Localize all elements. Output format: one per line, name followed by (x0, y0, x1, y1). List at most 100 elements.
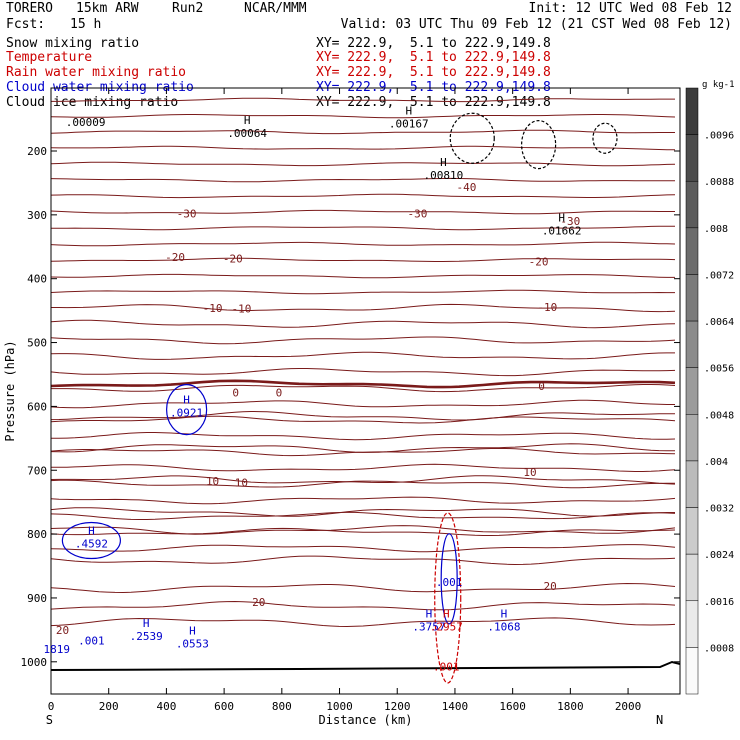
run-name: Run2 (172, 1, 204, 16)
temperature-label: -40 (457, 181, 477, 194)
colorbar-label: .0088 (704, 177, 734, 188)
legend-xy-temperature: XY= 222.9, 5.1 to 222.9,149.8 (316, 50, 551, 65)
isotherm-line (50, 161, 676, 167)
isotherm-line (50, 511, 676, 520)
colorbar-cell (685, 367, 699, 415)
isotherm-line (50, 241, 676, 247)
temperature-label: -20 (165, 251, 185, 264)
colorbar-label: .0064 (704, 317, 734, 328)
y-tick-label: 800 (27, 528, 47, 541)
snow-max-value: .00810 (424, 169, 464, 182)
organization: NCAR/MMM (244, 1, 307, 16)
snow-contour (521, 120, 557, 170)
legend-field-snow: Snow mixing ratio (6, 36, 140, 51)
colorbar-cell (685, 647, 699, 695)
isotherm-line (50, 527, 676, 536)
cloud-water-contour (166, 383, 208, 436)
temperature-label: 0 (538, 380, 545, 393)
snow-max-value: .01662 (542, 225, 582, 238)
model-resolution: 15km ARW (76, 1, 139, 16)
colorbar-cell (685, 553, 699, 602)
isotherm-line (50, 289, 675, 295)
colorbar-label: .0032 (704, 504, 734, 515)
ground-line (50, 660, 681, 671)
temperature-label: -30 (560, 215, 580, 228)
x-tick-label: 1000 (326, 700, 353, 713)
colorbar-label: .0024 (704, 550, 734, 561)
colorbar-label: .008 (704, 224, 728, 235)
valid-time: Valid: 03 UTC Thu 09 Feb 12 (21 CST Wed … (340, 17, 732, 32)
rain-water-contour (434, 512, 462, 684)
isotherm-line (50, 600, 676, 611)
snow-max-value: .00064 (227, 127, 267, 140)
isotherm-line (50, 368, 676, 377)
legend-xy-snow: XY= 222.9, 5.1 to 222.9,149.8 (316, 36, 551, 51)
cloud-water-max-marker: H (501, 607, 508, 620)
rain-water-max-value: .2957 (430, 620, 463, 633)
cloud-water-max-marker: H (426, 607, 433, 620)
isotherm-line (50, 177, 676, 183)
x-axis-title: Distance (km) (319, 713, 413, 727)
cloud-water-max-value: .0921 (170, 407, 203, 420)
y-tick-label: 300 (27, 209, 47, 222)
plot-frame (50, 87, 681, 695)
cloud-water-max-value: .3757 (412, 620, 445, 633)
colorbar-label: .0048 (704, 410, 734, 421)
x-tick-label: 800 (272, 700, 292, 713)
colorbar-label: .0096 (704, 131, 734, 142)
temperature-label: -20 (529, 255, 549, 268)
rain-water-max-value: .001 (433, 661, 460, 674)
isotherm-line (51, 463, 676, 472)
colorbar-cell (685, 134, 699, 182)
isotherm-line (50, 410, 676, 421)
colorbar-label: .0008 (704, 643, 734, 654)
snow-max-value: .00167 (389, 117, 429, 130)
model-name: TORERO (6, 1, 53, 16)
cloud-water-max-value: .1068 (487, 620, 520, 633)
colorbar-label: .0016 (704, 597, 734, 608)
colorbar-cell (685, 507, 699, 555)
south-end-label: S (46, 713, 53, 727)
isotherm-line (51, 432, 676, 441)
temperature-label: -20 (223, 252, 243, 265)
x-tick-label: 1800 (557, 700, 584, 713)
snow-contour (592, 122, 618, 154)
isotherm-line (50, 129, 675, 135)
snow-max-marker: H (405, 104, 412, 117)
isotherm-line (50, 193, 676, 199)
y-tick-label: 900 (27, 592, 47, 605)
cloud-water-max-marker: H (88, 524, 95, 537)
y-tick-label: 700 (27, 464, 47, 477)
rain-water-max-marker: H (443, 607, 450, 620)
y-tick-label: 1000 (21, 656, 48, 669)
cloud-water-max-marker: H (183, 394, 190, 407)
snow-max-marker: H (244, 114, 251, 127)
isotherm-line (50, 507, 675, 517)
colorbar-units: g kg-1 (702, 80, 735, 90)
isotherm-line (51, 97, 675, 103)
y-tick-label: 400 (27, 273, 47, 286)
isotherm-line (50, 209, 675, 215)
temperature-label: 20 (544, 580, 557, 593)
isotherm-line (50, 319, 676, 329)
temperature-label: 10 (206, 475, 219, 488)
colorbar-cell (685, 460, 699, 508)
temperature-label: 10 (235, 476, 248, 489)
cloud-water-max-value: 1819 (44, 643, 71, 656)
colorbar-cell (685, 414, 699, 462)
temperature-label: -10 (203, 302, 223, 315)
x-tick-label: 1400 (442, 700, 469, 713)
isotherm-line (50, 475, 676, 485)
forecast-hour: 15 h (70, 17, 102, 32)
isotherm-line (50, 443, 675, 453)
temperature-label: 20 (56, 624, 69, 637)
isotherm-line (50, 617, 676, 628)
x-tick-label: 1200 (384, 700, 411, 713)
isotherm-line (51, 384, 676, 393)
cloud-water-max-value: .001 (78, 635, 105, 648)
x-tick-label: 200 (99, 700, 119, 713)
cloud-water-contour (440, 533, 458, 625)
legend-field-rain: Rain water mixing ratio (6, 65, 187, 80)
isotherm-line (50, 257, 676, 262)
